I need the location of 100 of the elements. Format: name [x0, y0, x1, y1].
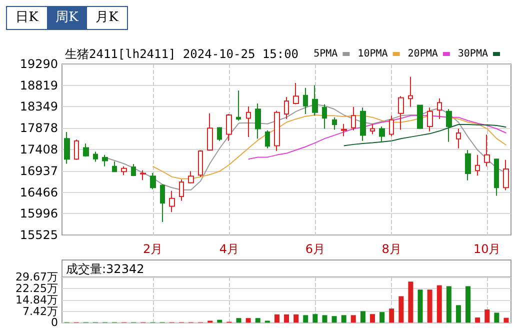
candlestick [360, 107, 366, 142]
bar [475, 317, 480, 323]
legend-label: 20PMA [408, 48, 438, 60]
y-tick-label: 17878 [20, 121, 58, 136]
bar [484, 309, 490, 323]
candlestick [140, 170, 146, 181]
y-tick-label: 16937 [20, 164, 58, 178]
bar [456, 305, 461, 323]
candlestick [246, 106, 251, 138]
candlestick [74, 139, 79, 160]
candlestick [456, 128, 461, 149]
bar [360, 311, 366, 323]
bar [427, 290, 432, 323]
candlestick [64, 132, 70, 164]
text: 周K [47, 7, 87, 29]
legend-label: 5PMA [314, 48, 338, 60]
y-tick-label: 22.25万 [16, 282, 58, 295]
candlestick [484, 134, 490, 167]
candlestick [503, 159, 509, 191]
candlestick [207, 112, 213, 152]
candlestick [217, 126, 222, 142]
bar [236, 318, 242, 323]
bar [303, 315, 308, 323]
bar [504, 318, 509, 323]
bar [380, 312, 385, 323]
candlestick [303, 87, 308, 115]
y-tick-label: 7.42万 [22, 304, 58, 318]
x-tick-label: 8月 [382, 242, 402, 256]
candlestick [188, 170, 194, 184]
bar [408, 282, 414, 323]
bar [312, 314, 318, 323]
candlestick [102, 154, 108, 167]
x-tick-label: 10月 [473, 242, 501, 256]
candlestick [265, 130, 270, 149]
candlestick [494, 158, 499, 196]
bar [322, 315, 328, 323]
candlestick [179, 178, 184, 202]
line-series [152, 114, 507, 180]
candlestick [437, 98, 442, 120]
candlestick [370, 123, 375, 135]
y-tick-label: 18349 [20, 100, 58, 114]
y-tick-label: 19290 [20, 57, 58, 71]
bar [398, 296, 404, 323]
candlestick [236, 90, 241, 122]
candlestick [284, 96, 289, 120]
chart-title: 生猪2411[lh2411] 2024-10-25 15:00 [65, 47, 299, 61]
bar [284, 314, 289, 323]
candlestick [446, 108, 452, 142]
y-tick-label: 0 [51, 316, 58, 330]
x-tick-label: 6月 [305, 242, 325, 256]
y-tick-label: 16466 [20, 185, 58, 200]
candlestick [332, 116, 337, 130]
legend-label: 30PMA [458, 48, 488, 60]
bar [255, 318, 260, 323]
bar [436, 285, 442, 323]
candlestick [150, 172, 156, 190]
candlestick [131, 164, 136, 177]
text: 月K [87, 7, 127, 29]
candlestick [312, 84, 318, 116]
candlestick [226, 114, 232, 142]
candlestick [83, 142, 89, 158]
candlestick [465, 150, 471, 181]
x-tick-label: 4月 [219, 242, 239, 256]
bar [494, 312, 500, 323]
bar [294, 314, 299, 323]
candlestick [198, 150, 203, 178]
candlestick [274, 110, 280, 152]
line-series [248, 115, 507, 160]
x-tick-label: 2月 [142, 242, 163, 256]
bar [370, 314, 375, 323]
candlestick [169, 190, 175, 213]
candlestick [417, 104, 423, 130]
candlestick [160, 184, 165, 222]
line-series [343, 124, 507, 146]
candlestick [322, 104, 327, 130]
y-tick-label: 15996 [20, 206, 58, 221]
candlestick [427, 107, 433, 132]
candlestick [341, 123, 347, 137]
candlestick [112, 160, 117, 172]
candlestick [389, 115, 394, 137]
text: 成交量:32342 [66, 262, 144, 276]
bar [446, 286, 452, 323]
y-tick-label: 14.84万 [16, 293, 58, 306]
y-tick-label: 15525 [20, 228, 58, 242]
bar [246, 318, 251, 323]
text: 日K [7, 7, 47, 29]
legend-label: 10PMA [358, 48, 388, 60]
candlestick [408, 76, 413, 108]
candlestick [475, 154, 480, 176]
candlestick [398, 96, 404, 130]
bar [332, 316, 337, 323]
bar [389, 308, 394, 323]
bar [418, 290, 423, 323]
candlestick [255, 103, 261, 140]
y-tick-label: 29.67万 [16, 270, 58, 284]
candlestick [121, 166, 127, 176]
bar [274, 314, 280, 323]
bar [341, 315, 346, 323]
bar [350, 315, 356, 323]
candlestick [351, 106, 356, 131]
